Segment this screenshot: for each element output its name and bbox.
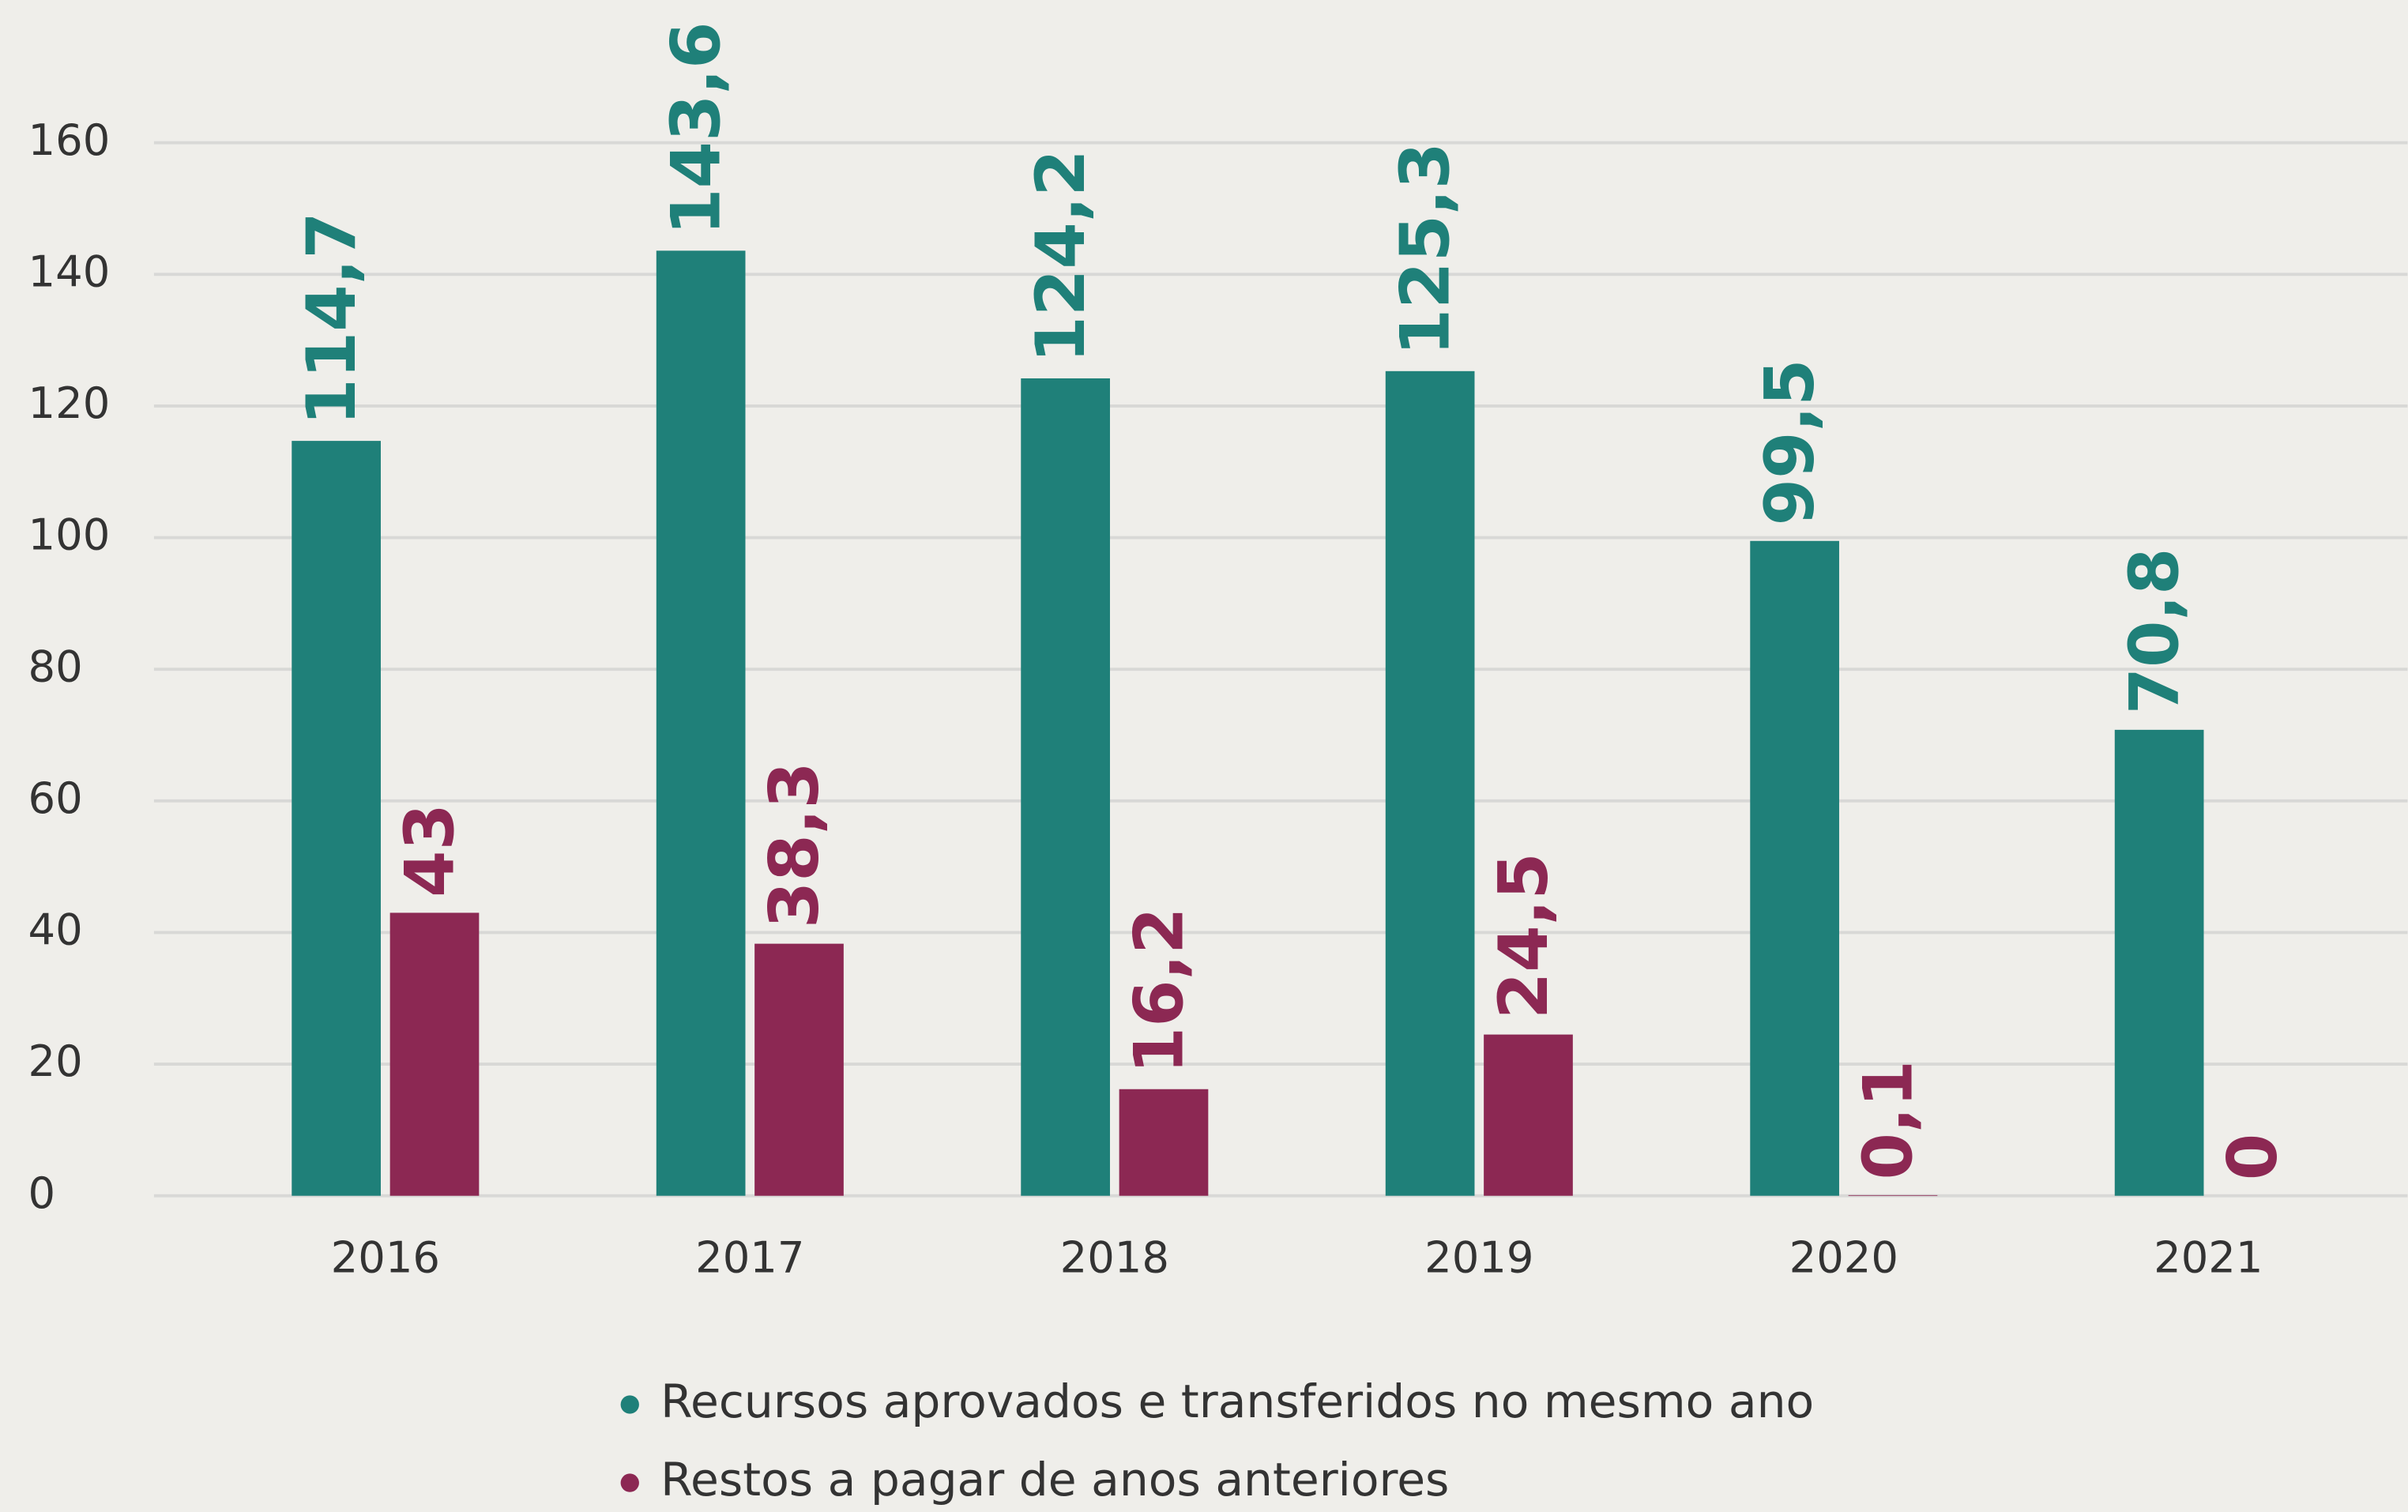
bar: [292, 441, 381, 1196]
x-tick-label: 2017: [695, 1232, 804, 1282]
bar: [1750, 540, 1839, 1196]
value-label: 99,5: [1751, 359, 1830, 525]
value-label: 143,6: [658, 22, 736, 235]
x-tick-label: 2019: [1424, 1232, 1533, 1282]
y-tick-label: 40: [28, 905, 83, 955]
bar: [1484, 1034, 1573, 1196]
legend-label: Restos a pagar de anos anteriores: [660, 1453, 1449, 1506]
x-tick-label: 2020: [1789, 1232, 1898, 1282]
y-tick-label: 80: [28, 641, 83, 691]
x-tick-label: 2016: [331, 1232, 440, 1282]
y-tick-label: 120: [28, 378, 111, 428]
bar: [656, 250, 746, 1196]
y-tick-label: 160: [28, 115, 111, 165]
bar: [1848, 1194, 1938, 1196]
value-label: 0: [2214, 1134, 2293, 1180]
value-label: 125,3: [1387, 142, 1465, 355]
bar: [389, 912, 480, 1196]
bar: [754, 943, 844, 1196]
value-label: 43: [391, 803, 469, 897]
bar: [1119, 1089, 1209, 1196]
legend-label: Recursos aprovados e transferidos no mes…: [660, 1375, 1814, 1428]
value-label: 70,8: [2116, 548, 2195, 715]
y-tick-label: 0: [28, 1168, 56, 1218]
value-label: 24,5: [1485, 852, 1563, 1019]
bar: [1385, 370, 1475, 1196]
value-label: 0,1: [1849, 1060, 1928, 1179]
bar: [2114, 729, 2204, 1196]
value-label: 16,2: [1120, 907, 1198, 1074]
x-tick-label: 2018: [1060, 1232, 1169, 1282]
legend-marker: [620, 1473, 639, 1492]
y-tick-label: 20: [28, 1036, 83, 1086]
x-tick-label: 2021: [2154, 1232, 2263, 1282]
y-tick-label: 140: [28, 246, 111, 296]
value-label: 114,7: [293, 212, 371, 425]
legend-marker: [620, 1395, 639, 1414]
y-tick-label: 100: [28, 510, 111, 560]
value-label: 38,3: [756, 762, 834, 928]
y-tick-label: 60: [28, 773, 83, 823]
bar: [1021, 378, 1110, 1196]
value-label: 124,2: [1022, 149, 1101, 363]
